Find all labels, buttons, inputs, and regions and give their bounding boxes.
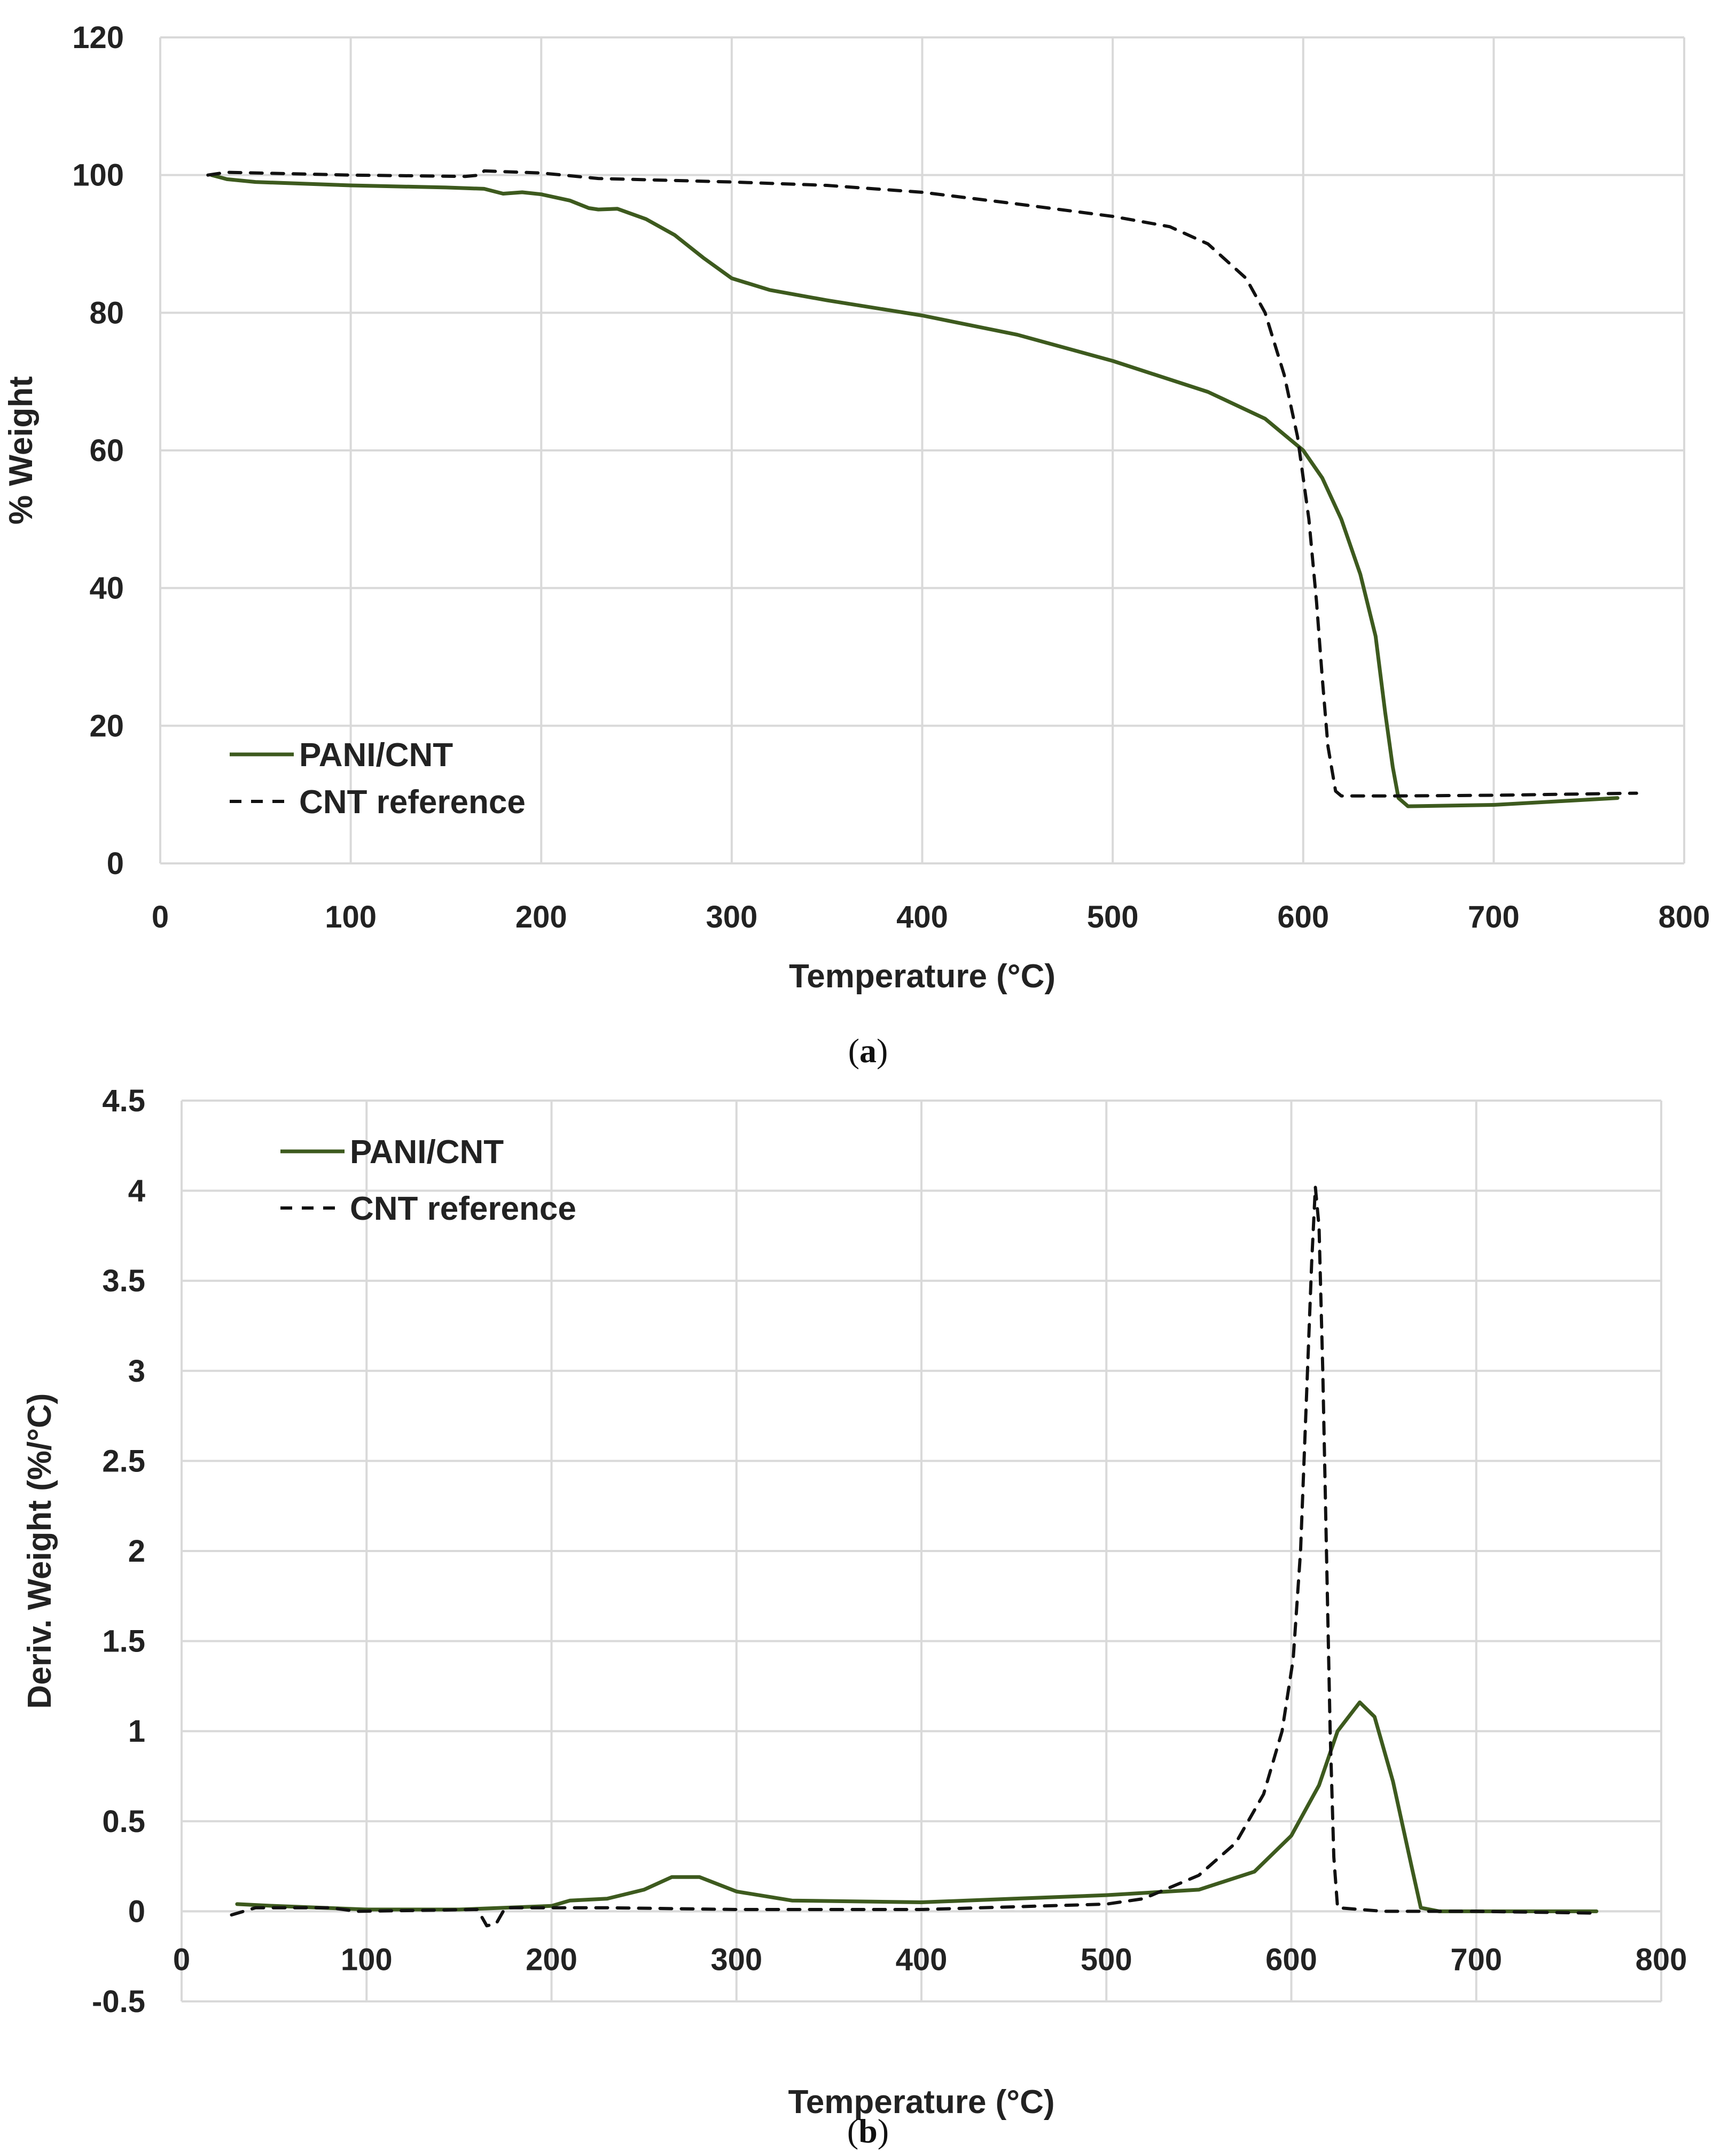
chart-panel-b: 0 100 200 300 400 500 600 700 800 -0.5 0 0.5 1 1.5 2 2.… [21,1084,1687,2150]
x-axis-label: Temperature (°C) [788,2084,1054,2121]
y-tick-label: 3.5 [102,1264,145,1298]
x-tick-label: 100 [341,1942,393,1977]
series-line-pani-cnt [235,1700,1599,1913]
y-tick-label: 80 [89,295,124,330]
x-tick-label: 400 [896,1942,948,1977]
chart-panel-a: 0 100 200 300 400 500 600 700 800 0 20 40 60 80 100 120… [3,20,1710,1070]
y-tick-label: 0 [128,1894,145,1929]
x-tick-label: 200 [515,900,567,934]
x-tick-label: 500 [1087,900,1139,934]
x-tick-label: 700 [1450,1942,1502,1977]
x-tick-label: 500 [1081,1942,1132,1977]
y-tick-label: 40 [89,571,124,606]
x-tick-label: 600 [1265,1942,1317,1977]
x-tick-label: 800 [1636,1942,1687,1977]
legend-entry: PANI/CNT [299,737,453,774]
x-tick-label: 800 [1659,900,1710,934]
y-tick-label: 100 [72,158,124,193]
legend-entry: CNT reference [299,784,526,821]
panel-caption: (a) [848,1032,888,1070]
y-tick-label: 2.5 [102,1444,145,1478]
y-tick-label: 3 [128,1354,145,1389]
x-tick-label: 300 [706,900,757,934]
y-tick-label: 60 [89,433,124,468]
x-tick-label: 0 [173,1942,190,1977]
y-tick-label: 0 [107,846,124,881]
legend-entry: PANI/CNT [350,1134,504,1171]
y-tick-label: 0.5 [102,1804,145,1839]
x-tick-label: 0 [152,900,169,934]
series-line-pani-cnt [209,173,1620,808]
x-tick-label: 200 [526,1942,577,1977]
y-tick-label: 2 [128,1534,145,1569]
x-tick-label: 600 [1277,900,1329,934]
y-tick-label: 1 [128,1714,145,1749]
y-tick-label: 4 [128,1174,145,1209]
x-tick-label: 700 [1468,900,1520,934]
y-tick-label: 4.5 [102,1084,145,1118]
series-line-cnt-reference [206,169,1638,798]
y-tick-label: 120 [72,20,124,55]
x-tick-label: 100 [325,900,377,934]
y-tick-label: -0.5 [92,1984,145,2019]
panel-caption: (b) [847,2112,889,2150]
x-tick-label: 300 [710,1942,762,1977]
series-line-cnt-reference [230,1185,1598,1928]
y-tick-label: 1.5 [102,1624,145,1659]
legend-entry: CNT reference [350,1190,576,1227]
x-axis-label: Temperature (°C) [789,958,1055,995]
y-axis-label: % Weight [3,376,40,525]
y-tick-label: 20 [89,708,124,743]
y-axis-label: Deriv. Weight (%/°C) [21,1393,58,1709]
x-tick-label: 400 [896,900,948,934]
